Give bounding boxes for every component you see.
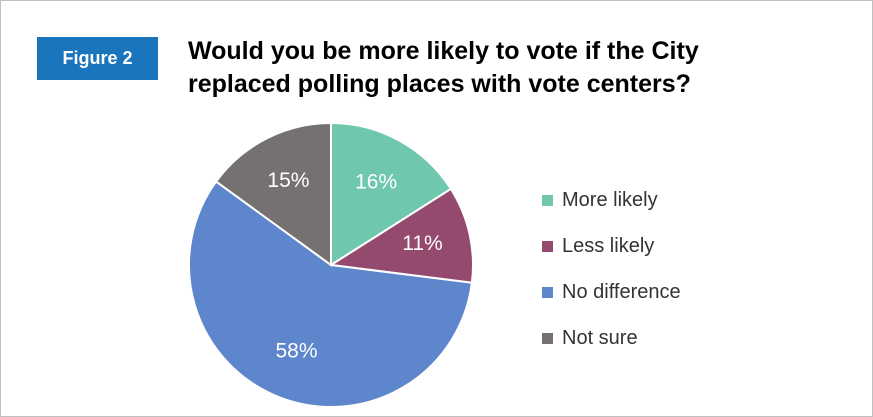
chart-legend: More likely Less likely No difference Not s… (542, 189, 681, 373)
legend-label: Less likely (562, 234, 655, 257)
legend-label: More likely (562, 188, 658, 211)
legend-swatch (542, 194, 553, 206)
data-label-less-likely: 11% (402, 232, 442, 255)
legend-item-no-difference: No difference (542, 281, 681, 303)
legend-swatch (542, 332, 553, 344)
chart-title: Would you be more likely to vote if the … (188, 37, 699, 98)
pie-slice-less-likely (328, 187, 474, 284)
pie-slice-no-difference (188, 180, 473, 409)
pie-slice-not-sure (214, 121, 332, 267)
legend-swatch (542, 286, 553, 298)
data-label-more-likely: 16% (355, 170, 397, 193)
legend-swatch (542, 240, 553, 252)
data-label-not-sure: 15% (267, 169, 309, 192)
pie-slice-more-likely (330, 121, 453, 267)
legend-item-not-sure: Not sure (542, 327, 681, 349)
legend-item-less-likely: Less likely (542, 235, 681, 257)
legend-label: No difference (562, 280, 681, 303)
legend-label: Not sure (562, 326, 638, 349)
data-label-no-difference: 58% (275, 340, 317, 363)
legend-item-more-likely: More likely (542, 189, 681, 211)
figure-label-badge: Figure 2 (37, 37, 158, 80)
